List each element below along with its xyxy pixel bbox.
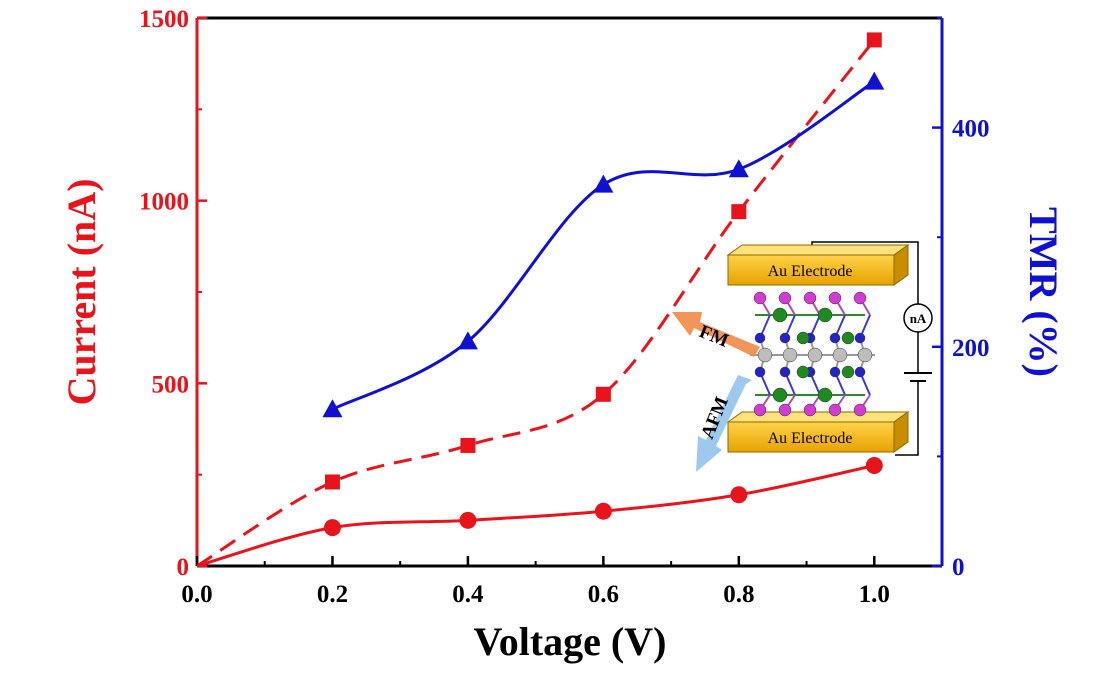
magenta-atom <box>803 403 817 417</box>
series-line-square <box>196 38 876 568</box>
magenta-atom <box>753 291 767 305</box>
y-axis-right-label: TMR (%) <box>1021 207 1066 377</box>
y-left-tick-label: 1500 <box>139 6 189 33</box>
gray-atom <box>757 347 773 363</box>
x-tick-label: 0.8 <box>723 581 754 608</box>
fm-arrow-label: FM <box>696 321 731 352</box>
square-point <box>460 437 476 453</box>
blue-atom <box>854 332 866 344</box>
x-ticks: 0.0 0.2 0.4 0.6 0.8 1.0 <box>181 556 890 608</box>
y-right-tick-label: 0 <box>952 554 965 581</box>
square-point <box>866 32 882 48</box>
y-left-tick-label: 1000 <box>139 189 189 216</box>
y-left-tick-label: 0 <box>177 554 190 581</box>
green-atom <box>841 331 855 345</box>
x-tick-label: 1.0 <box>859 581 890 608</box>
gray-atom <box>807 347 823 363</box>
magenta-atom <box>753 403 767 417</box>
circle-point <box>594 502 612 520</box>
y-right-tick-label: 400 <box>952 116 990 143</box>
series-line-circle <box>196 464 875 568</box>
y-axis-left-label: Current (nA) <box>59 178 104 405</box>
blue-atom <box>779 332 791 344</box>
y-left-ticks: 0 500 1000 1500 <box>139 6 207 581</box>
y-left-tick-label: 500 <box>152 371 190 398</box>
blue-atom <box>754 366 766 378</box>
gray-atom <box>782 347 798 363</box>
x-tick-label: 0.0 <box>181 581 212 608</box>
bottom-electrode-side-face <box>893 411 909 453</box>
series-lines <box>196 38 876 568</box>
circle-point <box>323 519 341 537</box>
magenta-atom <box>778 403 792 417</box>
green-atom <box>817 307 833 323</box>
top-electrode-label: Au Electrode <box>768 263 853 280</box>
triangle-point <box>457 331 478 350</box>
blue-atom <box>779 366 791 378</box>
afm-arrow-icon <box>696 375 752 472</box>
triangle-point <box>593 174 614 193</box>
molecular-structure <box>750 291 875 417</box>
green-atom <box>796 331 810 345</box>
plot-frame <box>195 16 944 568</box>
nanoammeter-label: nA <box>910 311 927 326</box>
fm-arrow-icon <box>672 312 760 357</box>
series-markers <box>322 32 885 537</box>
circuit-wire-bottom <box>895 381 919 456</box>
triangle-point <box>322 399 343 418</box>
magenta-atom <box>828 291 842 305</box>
green-atom <box>817 387 833 403</box>
circle-point <box>865 457 883 475</box>
gray-atom <box>832 347 848 363</box>
triangle-point <box>864 71 885 90</box>
blue-atom <box>829 332 841 344</box>
blue-atom <box>754 332 766 344</box>
top-electrode-side-face <box>893 244 909 286</box>
magenta-atom <box>803 291 817 305</box>
x-tick-label: 0.6 <box>588 581 619 608</box>
square-point <box>324 474 340 490</box>
x-tick-label: 0.4 <box>452 581 484 608</box>
magenta-atom <box>853 403 867 417</box>
x-axis-label: Voltage (V) <box>474 619 667 664</box>
magenta-atom <box>828 403 842 417</box>
bottom-electrode-front-face <box>727 421 895 453</box>
green-atom <box>841 365 855 379</box>
magenta-atom <box>778 291 792 305</box>
circle-point <box>459 511 477 529</box>
y-right-tick-label: 200 <box>952 335 990 362</box>
x-tick-label: 0.2 <box>317 581 348 608</box>
top-electrode-top-face <box>726 244 910 256</box>
green-atom <box>772 387 788 403</box>
inset-schematic: nA Au Electrode Au Electrode FM AFM <box>672 241 933 472</box>
blue-atom <box>854 366 866 378</box>
bottom-electrode-label: Au Electrode <box>768 430 853 447</box>
blue-atom <box>829 366 841 378</box>
top-electrode-front-face <box>727 254 895 286</box>
green-atom <box>796 365 810 379</box>
nanoammeter-icon <box>903 303 933 333</box>
y-right-ticks: 0 200 400 <box>932 17 990 581</box>
magenta-atom <box>853 291 867 305</box>
square-point <box>595 386 611 402</box>
triangle-point <box>728 159 749 178</box>
gray-atom <box>857 347 873 363</box>
green-atom <box>772 307 788 323</box>
square-point <box>731 204 747 220</box>
circle-point <box>730 486 748 504</box>
